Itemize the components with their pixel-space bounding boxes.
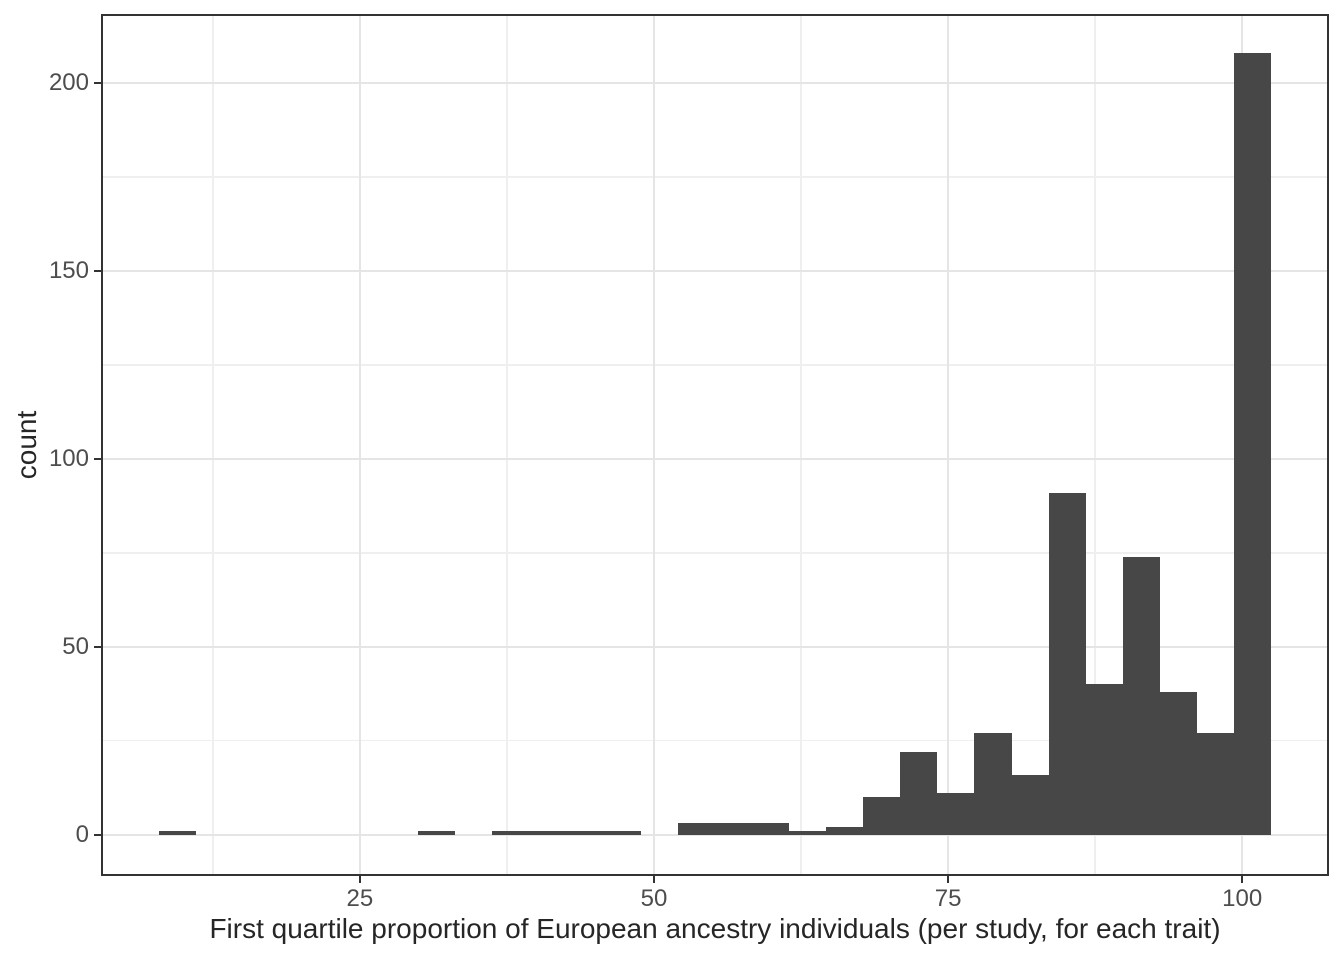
histogram-bar <box>492 830 530 835</box>
x-axis-tick-label: 50 <box>640 885 668 912</box>
gridline-major-x <box>653 16 655 874</box>
y-axis-tick-label: 0 <box>75 820 89 848</box>
x-axis-tick <box>947 876 950 883</box>
gridline-major-x <box>947 16 950 874</box>
y-axis-tick-label: 150 <box>48 256 89 284</box>
gridline-minor-x <box>506 16 508 874</box>
gridline-minor-x <box>800 16 802 874</box>
x-axis-tick <box>358 876 361 883</box>
x-axis-tick-label: 25 <box>346 885 374 912</box>
plot-panel <box>101 14 1329 876</box>
histogram-bar <box>1234 52 1272 835</box>
histogram-bar <box>863 797 901 835</box>
gridline-major-y <box>103 269 1327 272</box>
y-axis-tick-label: 50 <box>62 632 89 660</box>
gridline-minor-y <box>103 739 1327 742</box>
histogram-bar <box>1159 691 1197 835</box>
histogram-bar <box>677 823 715 835</box>
y-axis-title: count <box>11 410 42 480</box>
y-axis-tick <box>94 81 101 84</box>
gridline-major-y <box>103 833 1327 836</box>
x-axis-tick-label: 75 <box>934 885 962 912</box>
histogram-bar <box>158 830 196 835</box>
x-axis-tick <box>1241 876 1244 883</box>
gridline-minor-x <box>1094 16 1096 874</box>
histogram-bar <box>529 830 567 835</box>
histogram-bar <box>1011 774 1049 835</box>
x-axis-tick-label: 100 <box>1222 885 1263 912</box>
histogram-bar <box>1048 492 1086 835</box>
histogram-bar <box>1085 684 1123 835</box>
histogram-bar <box>1122 556 1160 835</box>
histogram-bar <box>714 823 753 835</box>
x-axis-tick <box>653 876 655 883</box>
y-axis-tick <box>94 645 101 648</box>
histogram-bar <box>566 830 604 835</box>
gridline-minor-y <box>103 176 1327 178</box>
histogram-bar <box>1196 733 1235 835</box>
histogram-bar <box>900 752 938 835</box>
histogram-bar <box>418 830 456 835</box>
histogram-bar <box>826 827 864 835</box>
histogram-bar <box>603 830 641 835</box>
gridline-major-y <box>103 645 1327 648</box>
gridline-minor-x <box>212 16 214 874</box>
histogram-bar <box>974 733 1012 835</box>
y-axis-tick <box>94 833 101 836</box>
histogram-bar <box>789 830 827 835</box>
y-axis-tick <box>94 269 101 272</box>
histogram-bar <box>937 793 975 835</box>
gridline-major-y <box>103 81 1327 84</box>
gridline-minor-y <box>103 552 1327 554</box>
x-axis-title: First quartile proportion of European an… <box>209 913 1221 944</box>
gridline-minor-y <box>103 364 1327 366</box>
histogram-bar <box>752 823 790 835</box>
y-axis-tick-label: 100 <box>48 444 89 472</box>
gridline-major-y <box>103 457 1327 460</box>
gridline-major-x <box>358 16 361 874</box>
y-axis-tick <box>94 457 101 460</box>
y-axis-tick-label: 200 <box>48 68 89 96</box>
